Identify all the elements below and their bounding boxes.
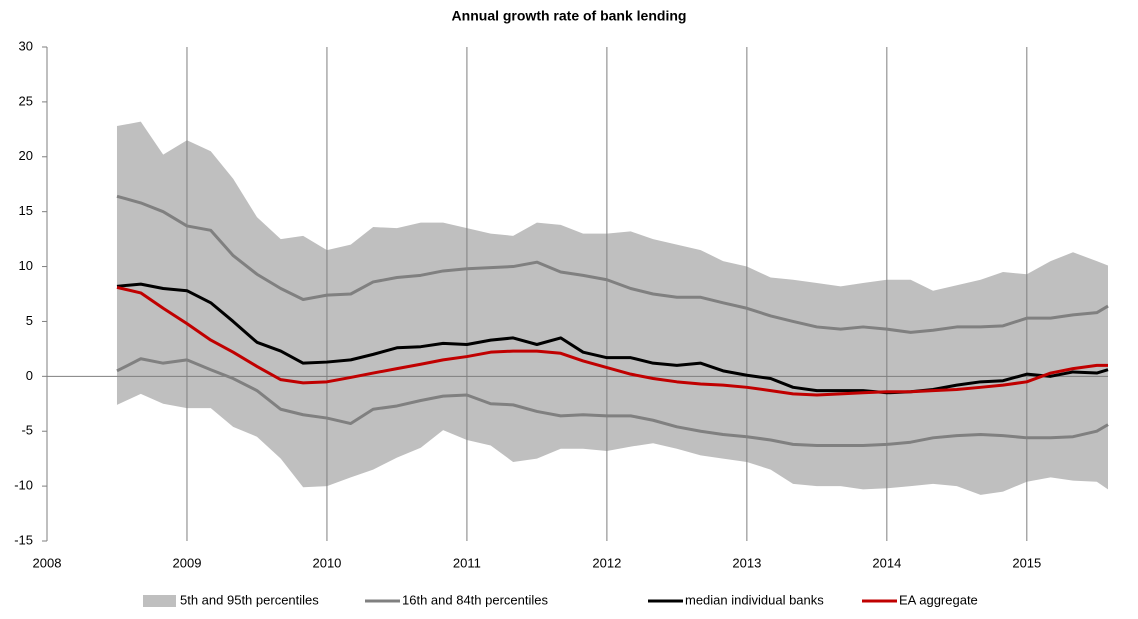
x-tick-label: 2009 <box>173 555 202 570</box>
legend-label: EA aggregate <box>899 592 978 607</box>
x-tick-label: 2011 <box>453 555 481 570</box>
series-line <box>116 285 1108 397</box>
series-line <box>116 357 1109 447</box>
y-tick-label: -10 <box>14 478 33 493</box>
y-tick-label: 5 <box>26 313 33 328</box>
x-tick-label: 2008 <box>33 555 62 570</box>
legend-label: 5th and 95th percentiles <box>180 592 319 607</box>
x-tick-label: 2013 <box>732 555 761 570</box>
series-line <box>116 282 1109 395</box>
y-tick-label: 25 <box>19 93 33 108</box>
legend-swatch <box>143 595 176 607</box>
x-tick-label: 2012 <box>592 555 621 570</box>
x-tick-label: 2015 <box>1012 555 1041 570</box>
chart-title: Annual growth rate of bank lending <box>452 8 687 24</box>
y-tick-label: 20 <box>19 148 33 163</box>
y-tick-label: 10 <box>19 258 33 273</box>
y-tick-label: -5 <box>21 423 33 438</box>
legend-label: 16th and 84th percentiles <box>402 592 548 607</box>
y-tick-label: 0 <box>26 368 33 383</box>
series-line <box>116 194 1109 334</box>
y-tick-label: -15 <box>14 532 33 547</box>
y-tick-label: 15 <box>19 203 33 218</box>
x-tick-label: 2010 <box>312 555 341 570</box>
y-tick-label: 30 <box>19 38 33 53</box>
percentile-band <box>116 121 1108 495</box>
legend-label: median individual banks <box>685 592 824 607</box>
x-tick-label: 2014 <box>872 555 901 570</box>
